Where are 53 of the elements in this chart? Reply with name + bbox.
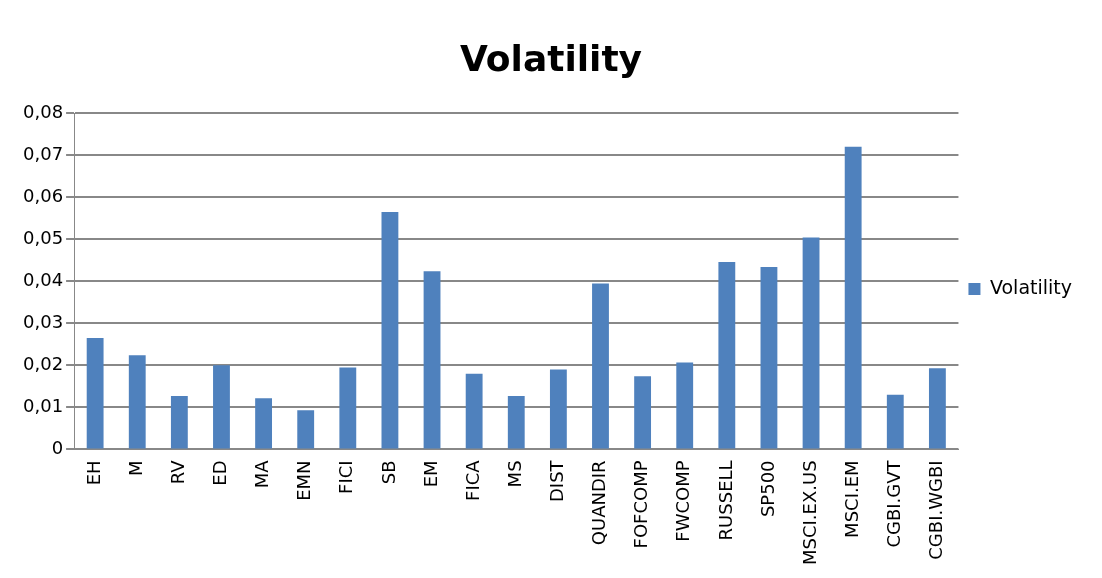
bar — [465, 373, 483, 449]
y-tick-label: 0,01 — [23, 395, 64, 417]
bar — [423, 271, 441, 449]
x-tick-label: RUSSELL — [714, 460, 736, 541]
bar — [634, 376, 652, 449]
bar — [718, 261, 736, 449]
bar — [381, 211, 399, 449]
y-tick-label: 0,03 — [23, 311, 64, 333]
y-tick-label: 0,08 — [23, 100, 64, 122]
y-tick-label: 0,05 — [23, 226, 64, 248]
x-tick-label: QUANDIR — [588, 460, 610, 546]
x-tick-label: MS — [503, 460, 525, 488]
x-tick-label: MSCI.EM — [840, 460, 862, 538]
bar — [213, 365, 230, 449]
bar — [549, 369, 567, 449]
bar — [760, 267, 778, 449]
x-tick-label: FOFCOMP — [630, 460, 652, 549]
x-tick-label: CGBI.WGBI — [925, 460, 947, 560]
x-tick-label: CGBI.GVT — [882, 459, 904, 548]
x-tick-label: MSCI.EX.US — [798, 460, 820, 566]
y-tick-label: 0,02 — [23, 353, 64, 375]
x-tick-label: RV — [167, 459, 189, 485]
x-tick-label: EH — [82, 460, 104, 486]
y-tick-label: 0,04 — [23, 268, 64, 290]
bar — [592, 283, 609, 449]
bar — [928, 368, 946, 449]
bar — [128, 355, 146, 449]
x-tick-label: FICA — [461, 459, 483, 501]
bar — [339, 367, 357, 449]
x-tick-label: M — [124, 460, 146, 476]
x-tick-label: ED — [209, 460, 231, 486]
y-tick-label: 0,07 — [23, 142, 64, 164]
bar — [86, 338, 104, 449]
x-tick-label: FWCOMP — [672, 460, 694, 542]
bar — [297, 410, 315, 449]
y-tick-label: 0 — [51, 437, 64, 459]
y-tick-label: 0,06 — [23, 184, 64, 206]
chart-title: Volatility — [459, 37, 643, 79]
x-tick-label: MA — [251, 459, 273, 489]
bar — [886, 394, 904, 449]
x-tick-label: DIST — [546, 459, 568, 503]
x-tick-label: FICI — [335, 460, 357, 494]
x-tick-label: EMN — [293, 460, 315, 501]
bar — [844, 146, 862, 449]
bar — [802, 237, 820, 449]
bar — [507, 396, 525, 449]
bar — [676, 362, 694, 449]
x-tick-label: EM — [419, 460, 441, 488]
legend-label: Volatility — [989, 275, 1073, 298]
bar — [255, 398, 273, 449]
x-tick-label: SB — [377, 460, 399, 485]
x-tick-label: SP500 — [756, 460, 778, 518]
bar — [170, 396, 188, 449]
